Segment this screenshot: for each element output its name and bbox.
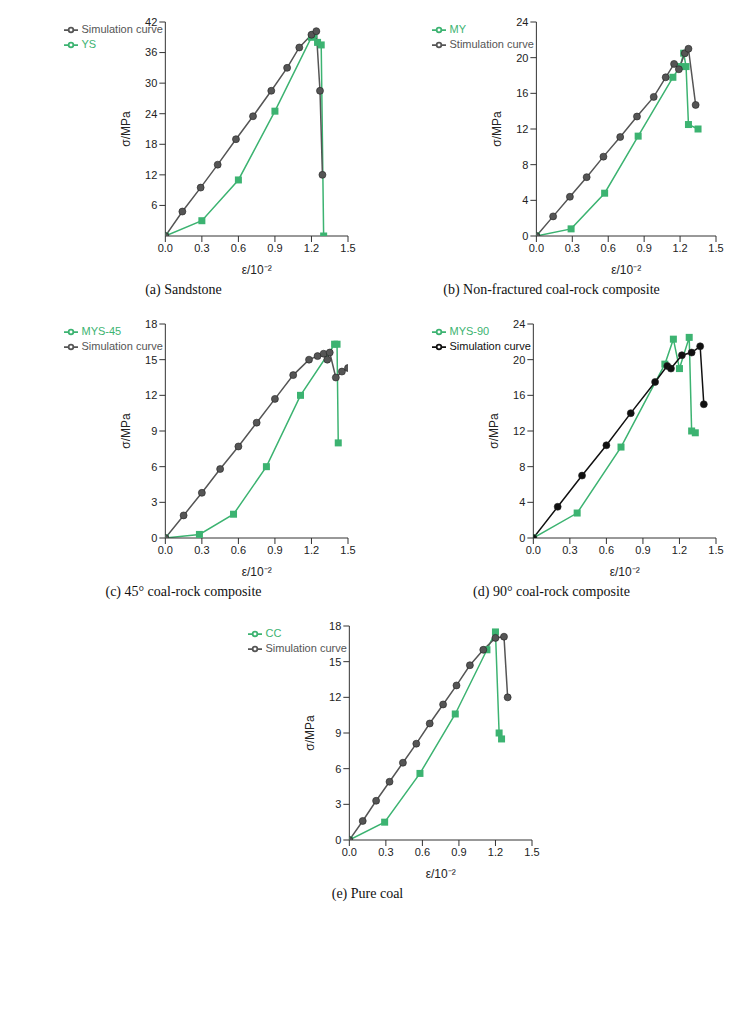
svg-text:1.2: 1.2 (303, 544, 318, 556)
svg-text:0.9: 0.9 (636, 242, 651, 254)
svg-text:0.6: 0.6 (230, 544, 245, 556)
svg-text:ε/10⁻²: ε/10⁻² (425, 867, 455, 881)
svg-text:12: 12 (329, 691, 341, 703)
svg-text:ε/10⁻²: ε/10⁻² (611, 263, 641, 277)
svg-text:42: 42 (145, 16, 157, 28)
svg-text:12: 12 (145, 169, 157, 181)
svg-text:12: 12 (516, 123, 528, 135)
svg-text:ε/10⁻²: ε/10⁻² (609, 565, 639, 579)
svg-text:8: 8 (519, 461, 525, 473)
svg-text:0.6: 0.6 (600, 242, 615, 254)
svg-text:0: 0 (522, 230, 528, 242)
svg-text:1.5: 1.5 (340, 242, 355, 254)
svg-text:0.0: 0.0 (157, 242, 172, 254)
svg-text:0: 0 (335, 834, 341, 846)
svg-text:0.3: 0.3 (194, 242, 209, 254)
svg-text:1.5: 1.5 (708, 544, 723, 556)
svg-text:0.9: 0.9 (451, 846, 466, 858)
svg-text:4: 4 (522, 194, 528, 206)
svg-text:20: 20 (513, 354, 525, 366)
svg-text:15: 15 (145, 354, 157, 366)
svg-text:1.5: 1.5 (524, 846, 539, 858)
svg-text:0.9: 0.9 (267, 544, 282, 556)
svg-text:σ/MPa: σ/MPa (118, 413, 132, 449)
svg-text:0.6: 0.6 (414, 846, 429, 858)
svg-text:18: 18 (329, 620, 341, 632)
svg-text:6: 6 (335, 763, 341, 775)
svg-text:6: 6 (151, 199, 157, 211)
svg-text:0.3: 0.3 (194, 544, 209, 556)
svg-text:0.6: 0.6 (598, 544, 613, 556)
svg-text:9: 9 (335, 727, 341, 739)
svg-text:0.3: 0.3 (378, 846, 393, 858)
svg-text:8: 8 (522, 159, 528, 171)
svg-text:0.0: 0.0 (157, 544, 172, 556)
svg-text:18: 18 (145, 318, 157, 330)
svg-text:24: 24 (513, 318, 525, 330)
svg-text:σ/MPa: σ/MPa (486, 413, 500, 449)
svg-text:20: 20 (516, 52, 528, 64)
svg-text:σ/MPa: σ/MPa (302, 715, 316, 751)
svg-text:12: 12 (145, 389, 157, 401)
svg-text:1.2: 1.2 (487, 846, 502, 858)
svg-text:ε/10⁻²: ε/10⁻² (241, 263, 271, 277)
svg-text:0.0: 0.0 (341, 846, 356, 858)
svg-text:1.5: 1.5 (708, 242, 723, 254)
svg-text:1.2: 1.2 (672, 242, 687, 254)
svg-text:0: 0 (151, 532, 157, 544)
svg-text:0.0: 0.0 (525, 544, 540, 556)
svg-text:σ/MPa: σ/MPa (118, 111, 132, 147)
svg-text:15: 15 (329, 656, 341, 668)
svg-text:0.9: 0.9 (267, 242, 282, 254)
svg-text:0.9: 0.9 (635, 544, 650, 556)
svg-text:σ/MPa: σ/MPa (489, 111, 503, 147)
svg-text:1.2: 1.2 (671, 544, 686, 556)
svg-text:3: 3 (151, 496, 157, 508)
svg-text:16: 16 (516, 87, 528, 99)
svg-text:0: 0 (519, 532, 525, 544)
svg-text:0.3: 0.3 (562, 544, 577, 556)
svg-text:12: 12 (513, 425, 525, 437)
svg-text:0.6: 0.6 (230, 242, 245, 254)
svg-text:36: 36 (145, 46, 157, 58)
svg-text:3: 3 (335, 798, 341, 810)
svg-text:30: 30 (145, 77, 157, 89)
svg-text:6: 6 (151, 461, 157, 473)
svg-text:9: 9 (151, 425, 157, 437)
svg-text:1.5: 1.5 (340, 544, 355, 556)
svg-text:1.2: 1.2 (303, 242, 318, 254)
svg-text:ε/10⁻²: ε/10⁻² (241, 565, 271, 579)
svg-text:4: 4 (519, 496, 525, 508)
svg-text:16: 16 (513, 389, 525, 401)
svg-text:24: 24 (516, 16, 528, 28)
svg-text:24: 24 (145, 108, 157, 120)
svg-text:0.0: 0.0 (528, 242, 543, 254)
svg-text:18: 18 (145, 138, 157, 150)
svg-text:0.3: 0.3 (564, 242, 579, 254)
